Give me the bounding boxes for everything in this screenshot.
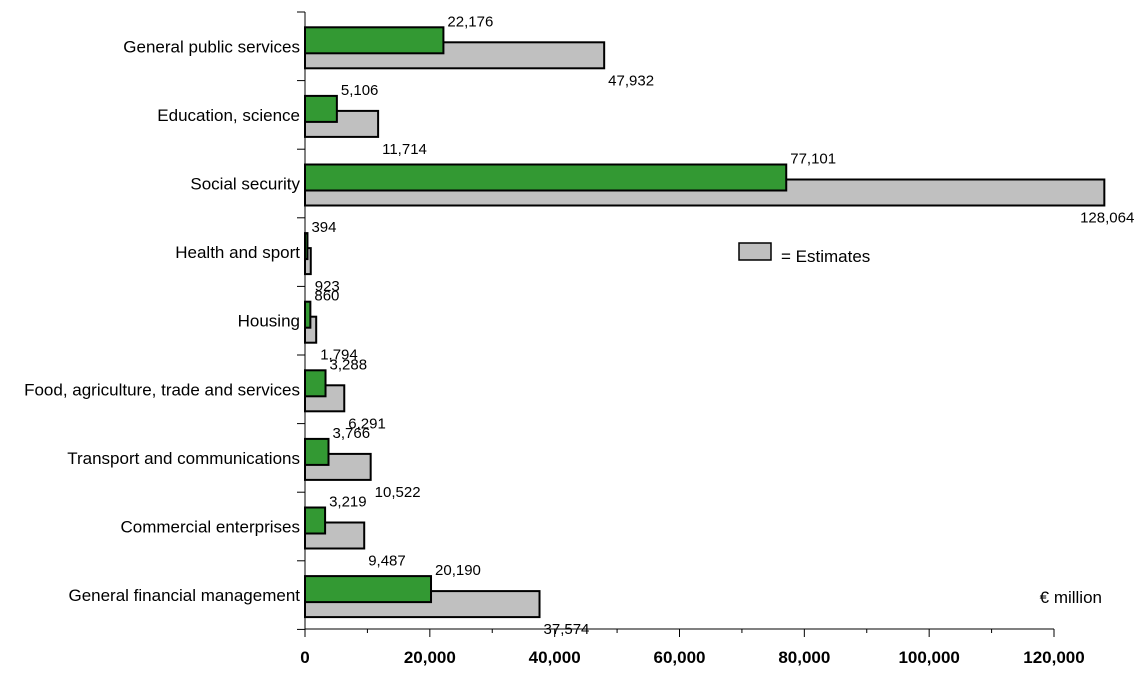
value-label-estimate: 6,291: [348, 415, 386, 432]
value-label-estimate: 9,487: [368, 553, 406, 570]
axis-layer: 0 20,000 40,000 60,000 80,000 100,000 120,000: [297, 11, 1085, 667]
value-label-estimate: 37,574: [544, 621, 590, 638]
bar-actual: [304, 575, 433, 604]
bar-actual: [304, 506, 327, 535]
bar-estimate: [304, 452, 372, 481]
bars-layer: [304, 26, 1106, 619]
value-label-actual: 3,288: [330, 356, 368, 373]
bar-actual: [304, 163, 788, 192]
x-tick-label: 60,000: [654, 648, 706, 667]
value-label-actual: 22,176: [447, 13, 493, 30]
category-label: Education, science: [157, 106, 300, 125]
category-label: Housing: [238, 312, 300, 331]
bar-actual: [304, 300, 312, 329]
value-label-actual: 860: [314, 288, 339, 305]
category-label: Food, agriculture, trade and services: [24, 380, 300, 399]
value-label-actual: 5,106: [341, 82, 379, 99]
value-label-actual: 3,766: [333, 425, 371, 442]
unit-label: € million: [1040, 588, 1102, 607]
value-label-actual: 394: [311, 219, 336, 236]
value-label-estimate: 923: [315, 278, 340, 295]
x-tick-label: 120,000: [1023, 648, 1084, 667]
category-label: General public services: [123, 37, 300, 56]
legend: = Estimates: [738, 242, 870, 266]
bar-actual: [304, 369, 327, 398]
x-tick-label: 20,000: [404, 648, 456, 667]
legend-swatch-estimates: [738, 242, 772, 261]
value-label-estimate: 128,064: [1080, 210, 1134, 227]
value-label-estimate: 1,794: [320, 347, 358, 364]
category-label: Transport and communications: [67, 449, 300, 468]
x-tick-label: 100,000: [898, 648, 959, 667]
bar-actual: [304, 26, 445, 55]
value-label-actual: 77,101: [790, 151, 836, 168]
value-label-actual: 20,190: [435, 562, 481, 579]
bar-actual: [304, 437, 330, 466]
value-label-actual: 3,219: [329, 494, 367, 511]
category-label: Health and sport: [175, 243, 300, 262]
value-label-estimate: 11,714: [382, 141, 427, 158]
legend-label-estimates: = Estimates: [781, 247, 870, 266]
value-label-estimate: 10,522: [375, 484, 421, 501]
x-tick-label: 0: [300, 648, 309, 667]
bar-actual: [304, 94, 338, 123]
category-label: Commercial enterprises: [121, 518, 301, 537]
x-tick-label: 40,000: [529, 648, 581, 667]
labels-layer: 22,176 47,932 General public services 5,106…: [24, 13, 1134, 638]
x-tick-label: 80,000: [778, 648, 830, 667]
category-label: General financial management: [68, 586, 300, 605]
category-label: Social security: [190, 175, 300, 194]
value-label-estimate: 47,932: [608, 72, 654, 89]
